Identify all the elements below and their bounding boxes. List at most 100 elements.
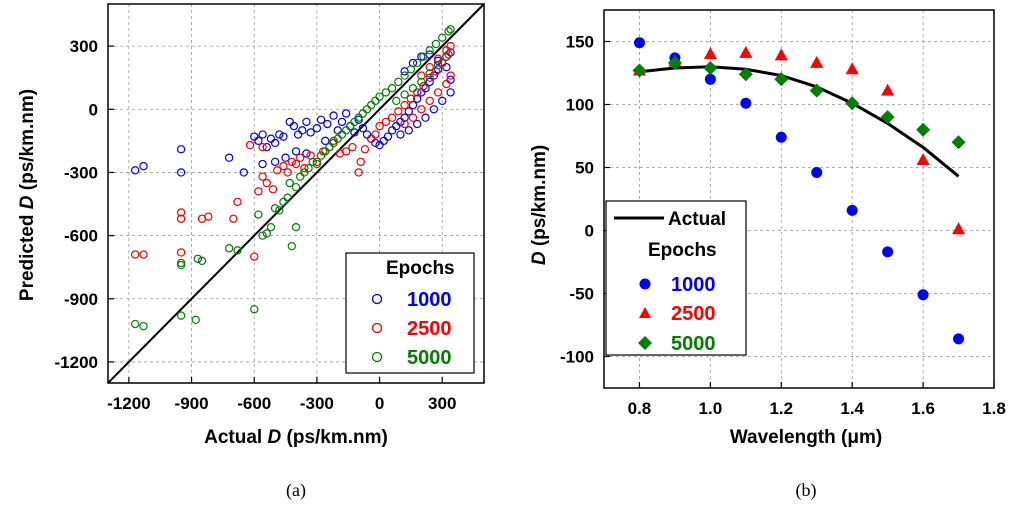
chart-b-y-axis-label: D (ps/km.nm) <box>529 145 550 265</box>
chart-a-point-2500 <box>295 153 305 162</box>
chart-a-point-2500 <box>273 166 282 175</box>
chart-a-point-5000 <box>392 96 401 106</box>
chart-a-point-1000 <box>254 136 263 146</box>
chart-a-point-1000 <box>358 124 368 133</box>
chart-a-point-1000 <box>421 84 430 93</box>
chart-a-point-5000 <box>176 260 186 270</box>
chart-a-point-5000 <box>371 96 380 106</box>
chart-b-y-tick-label: 0 <box>585 222 594 241</box>
chart-b-point-1000 <box>740 97 752 109</box>
chart-b-legend-label-5000: 5000 <box>671 333 716 355</box>
chart-a-point-5000 <box>285 178 294 188</box>
chart-b-y-ticks: -100 -50 0 50 100 150 <box>560 33 610 367</box>
chart-a-point-2500 <box>139 250 148 259</box>
chart-a-point-1000 <box>279 132 288 141</box>
chart-a-point-1000 <box>250 132 259 141</box>
chart-a-point-5000 <box>333 134 342 143</box>
chart-a-y-tick-label: 0 <box>89 100 98 119</box>
chart-a-point-1000 <box>258 159 267 169</box>
chart-b-point-1000 <box>953 333 965 345</box>
chart-a-point-5000 <box>258 231 267 240</box>
chart-b-x-ticks: 0.8 1.0 1.2 1.4 1.6 1.8 <box>628 382 1006 418</box>
chart-a-point-5000 <box>312 159 322 169</box>
chart-a-point-1000 <box>302 117 311 127</box>
chart-b-point-5000 <box>880 110 895 125</box>
chart-b-caption: (b) <box>796 480 817 501</box>
chart-a-point-2500 <box>176 214 186 223</box>
chart-a-point-5000 <box>291 182 301 192</box>
chart-a-points <box>130 25 455 331</box>
chart-a-point-2500 <box>417 105 426 114</box>
chart-b-x-tick-label: 1.4 <box>840 399 864 418</box>
chart-a-point-5000 <box>279 197 288 207</box>
chart-a-point-1000 <box>387 126 397 135</box>
chart-a-point-5000 <box>233 246 242 255</box>
chart-a-reference-line <box>107 3 485 384</box>
chart-a: -1200 -900 -600 -300 0 300 -1200 -900 -600 -300 0… <box>17 3 485 501</box>
chart-a-x-tick-label: -1200 <box>107 394 150 413</box>
chart-a-point-2500 <box>433 54 443 63</box>
chart-a-legend-marker-1000 <box>371 293 383 305</box>
chart-b: 0.8 1.0 1.2 1.4 1.6 1.8 -100 -50 0 50 100 150 Wave… <box>529 9 1006 501</box>
chart-a-legend-label-2500: 2500 <box>407 318 452 340</box>
chart-a-point-2500 <box>400 119 409 129</box>
chart-a-point-5000 <box>295 172 305 181</box>
chart-a-point-2500 <box>408 113 418 122</box>
chart-a-point-2500 <box>258 142 267 152</box>
chart-a-point-2500 <box>387 113 397 122</box>
chart-a-point-2500 <box>425 73 434 82</box>
chart-a-point-5000 <box>283 193 292 202</box>
chart-b-point-5000 <box>738 67 753 82</box>
chart-a-point-1000 <box>350 128 359 137</box>
chart-a-point-1000 <box>337 117 347 127</box>
chart-a-point-1000 <box>392 121 401 131</box>
chart-a-point-2500 <box>245 140 255 150</box>
chart-a-point-1000 <box>362 130 372 139</box>
chart-a-point-2500 <box>258 172 267 181</box>
chart-b-actual-curve <box>639 65 960 178</box>
chart-b-legend-box <box>605 200 747 356</box>
chart-a-legend-label-1000: 1000 <box>407 289 452 311</box>
chart-a-point-1000 <box>421 113 430 122</box>
chart-b-legend-title: Epochs <box>648 240 717 261</box>
chart-a-point-5000 <box>419 52 428 61</box>
chart-a-point-1000 <box>224 153 234 162</box>
chart-b-x-tick-label: 1.8 <box>982 399 1006 418</box>
chart-a-point-5000 <box>400 71 409 80</box>
chart-a-point-2500 <box>412 88 422 97</box>
chart-a-point-5000 <box>191 315 200 325</box>
chart-a-point-2500 <box>367 134 376 143</box>
chart-a-point-1000 <box>412 94 422 103</box>
chart-a-point-2500 <box>354 168 363 177</box>
chart-a-point-1000 <box>438 96 447 106</box>
chart-a-point-2500 <box>287 157 297 167</box>
chart-b-legend-label-1000: 1000 <box>671 274 716 296</box>
chart-a-point-1000 <box>396 117 405 127</box>
chart-a-point-2500 <box>176 208 186 217</box>
chart-a-point-5000 <box>381 88 391 97</box>
chart-b-point-2500 <box>881 83 895 96</box>
chart-a-point-5000 <box>300 168 309 177</box>
chart-a-point-5000 <box>287 241 297 251</box>
chart-b-x-tick-label: 1.6 <box>911 399 935 418</box>
chart-a-point-2500 <box>394 107 403 116</box>
chart-a-point-1000 <box>270 138 280 148</box>
chart-a-point-1000 <box>275 130 284 139</box>
chart-b-point-2500 <box>810 55 824 68</box>
chart-a-point-2500 <box>444 50 453 59</box>
chart-a-point-2500 <box>262 178 271 188</box>
chart-a-point-1000 <box>285 117 294 127</box>
chart-a-x-tick-label: -300 <box>300 394 334 413</box>
chart-a-point-1000 <box>239 168 248 177</box>
chart-a-point-5000 <box>316 151 326 160</box>
chart-a-x-tick-label: 0 <box>375 394 384 413</box>
chart-a-legend: Epochs 1000 2500 5000 <box>345 252 475 374</box>
chart-a-point-2500 <box>176 248 186 257</box>
chart-a-point-5000 <box>193 254 203 263</box>
chart-a-point-2500 <box>425 62 434 72</box>
chart-a-point-1000 <box>429 105 439 114</box>
chart-a-legend-label-5000: 5000 <box>407 347 452 369</box>
chart-a-point-1000 <box>429 71 439 80</box>
chart-a-point-5000 <box>446 25 455 34</box>
